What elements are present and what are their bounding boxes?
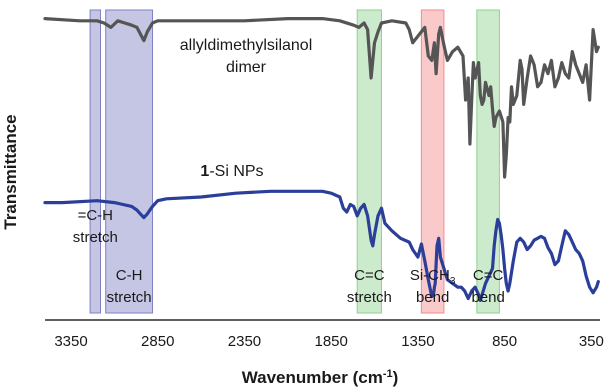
band-label: C=C xyxy=(473,267,504,284)
band-labels: =C-H stretch C-H stretch C=C stretch Si-CH3 ben… xyxy=(73,207,505,306)
band-label: C-H xyxy=(116,267,143,284)
series-label-si-nps: 1-Si NPs xyxy=(200,163,263,180)
x-tick-label: 1850 xyxy=(314,333,347,350)
y-axis-label: Transmittance xyxy=(1,114,20,229)
band-label: =C-H xyxy=(78,207,113,224)
spectra-lines xyxy=(43,17,600,302)
series-line xyxy=(43,189,600,302)
band-label: C=C xyxy=(354,267,385,284)
band-highlight xyxy=(105,9,154,314)
x-tick-label: 850 xyxy=(492,333,517,350)
series-line xyxy=(43,17,600,179)
x-tick-label: 1350 xyxy=(401,333,434,350)
x-tick-labels: 3350 2850 2350 1850 1350 850 350 xyxy=(54,333,604,350)
x-axis-label: Wavenumber (cm-1) xyxy=(242,368,399,387)
band-highlight xyxy=(89,9,101,314)
band-label: bend xyxy=(471,289,504,306)
x-tick-label: 350 xyxy=(579,333,604,350)
series-label-dimer-line1: allyldimethylsilanol xyxy=(180,37,313,54)
band-label: Si-CH3 xyxy=(410,267,456,287)
band-label: stretch xyxy=(73,229,118,246)
band-label: stretch xyxy=(347,289,392,306)
band-label: stretch xyxy=(107,289,152,306)
x-tick-label: 2350 xyxy=(228,333,261,350)
x-tick-label: 2850 xyxy=(141,333,174,350)
band-label: bend xyxy=(416,289,449,306)
x-tick-label: 3350 xyxy=(54,333,87,350)
series-label-dimer-line2: dimer xyxy=(226,59,267,76)
